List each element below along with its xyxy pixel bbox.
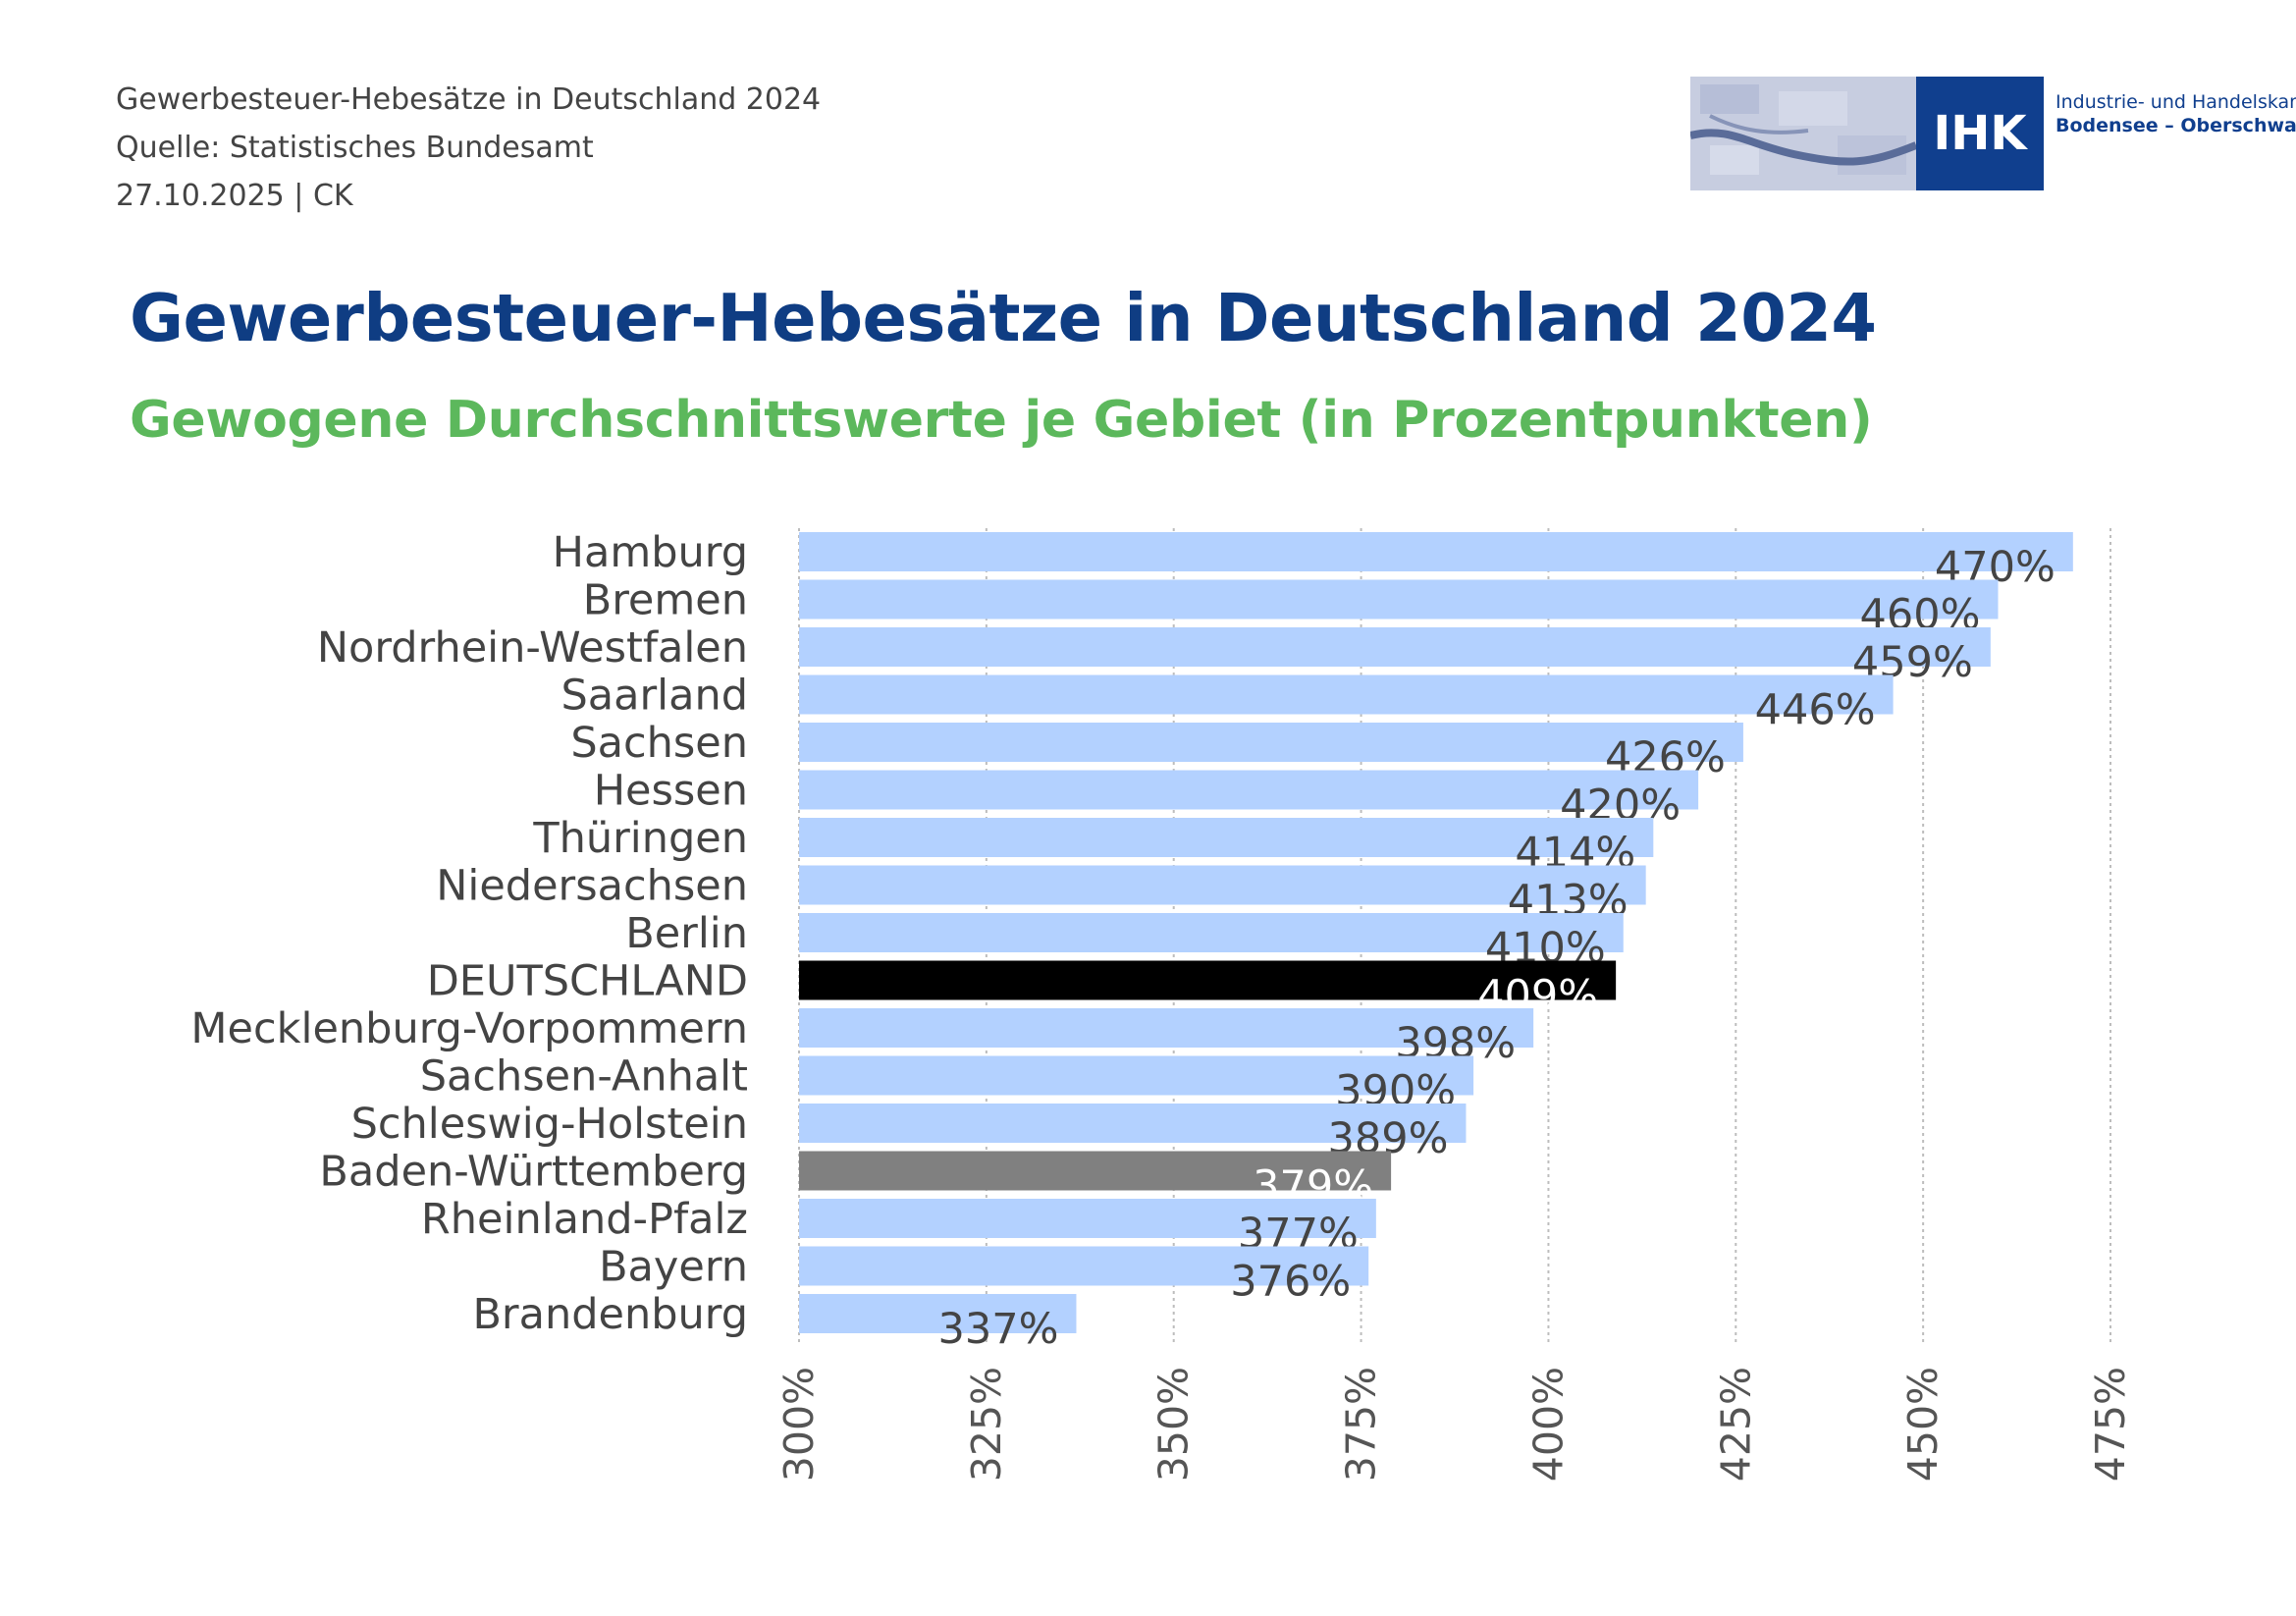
logo-text: Industrie- und Handelskammer Bodensee – …: [2056, 90, 2296, 137]
header-line-title: Gewerbesteuer-Hebesätze in Deutschland 2…: [116, 82, 822, 117]
category-label: Hamburg: [553, 528, 748, 577]
category-label: Saarland: [561, 672, 748, 721]
bar-rheinland-pfalz: [799, 1199, 1376, 1238]
logo-line-1: Industrie- und Handelskammer: [2056, 91, 2296, 113]
bar-brandenburg: [799, 1294, 1077, 1333]
bar-baden-württemberg: [799, 1151, 1392, 1191]
bar-berlin: [799, 913, 1624, 952]
x-tick-label: 450%: [1899, 1367, 1947, 1481]
category-label: Sachsen-Anhalt: [420, 1052, 748, 1102]
category-label: Thüringen: [532, 814, 748, 863]
bar-schleswig-holstein: [799, 1104, 1467, 1143]
x-tick-label: 425%: [1712, 1367, 1759, 1481]
bar-niedersachsen: [799, 865, 1646, 905]
category-label: Mecklenburg-Vorpommern: [190, 1004, 748, 1053]
category-label: Bremen: [583, 576, 748, 625]
category-label: Nordrhein-Westfalen: [317, 623, 748, 673]
category-label: Hessen: [594, 767, 748, 816]
x-tick-label: 475%: [2087, 1367, 2134, 1481]
bar-deutschland: [799, 960, 1617, 1000]
chart-subtitle: Gewogene Durchschnittswerte je Gebiet (i…: [130, 391, 1873, 450]
category-label: Rheinland-Pfalz: [421, 1195, 748, 1244]
bar-sachsen-anhalt: [799, 1055, 1474, 1096]
logo-line-2: Bodensee – Oberschwaben: [2056, 115, 2296, 136]
category-label: Niedersachsen: [436, 862, 748, 911]
bar-thüringen: [799, 818, 1654, 857]
ihk-mark: IHK: [1916, 77, 2044, 190]
category-label: Brandenburg: [472, 1290, 748, 1339]
category-label: Sachsen: [570, 719, 748, 768]
value-label: 376%: [1230, 1258, 1351, 1307]
category-label: Schleswig-Holstein: [351, 1100, 748, 1149]
ihk-logo: IHK Industrie- und Handelskammer Bodense…: [1690, 77, 2296, 190]
x-tick-label: 300%: [775, 1367, 823, 1481]
x-tick-label: 400%: [1524, 1367, 1572, 1481]
bar-mecklenburg-vorpommern: [799, 1008, 1534, 1048]
bar-bremen: [799, 579, 1999, 619]
bar-bayern: [799, 1246, 1369, 1286]
value-label: 337%: [938, 1305, 1059, 1354]
x-tick-label: 325%: [963, 1367, 1010, 1481]
x-tick-label: 350%: [1150, 1367, 1198, 1481]
value-label: 446%: [1755, 686, 1876, 735]
map-image-icon: [1690, 77, 1916, 190]
bar-nordrhein-westfalen: [799, 627, 1991, 667]
category-label: DEUTSCHLAND: [427, 957, 748, 1006]
bar-saarland: [799, 674, 1894, 715]
category-label: Bayern: [599, 1243, 748, 1292]
header-line-date: 27.10.2025 | CK: [116, 179, 353, 213]
bar-sachsen: [799, 723, 1743, 762]
header-line-source: Quelle: Statistisches Bundesamt: [116, 131, 594, 165]
category-label: Berlin: [625, 909, 748, 958]
category-label: Baden-Württemberg: [319, 1148, 748, 1197]
chart-title: Gewerbesteuer-Hebesätze in Deutschland 2…: [130, 280, 1877, 356]
bar-hamburg: [799, 532, 2073, 571]
x-tick-label: 375%: [1338, 1367, 1385, 1481]
bar-hessen: [799, 770, 1699, 810]
